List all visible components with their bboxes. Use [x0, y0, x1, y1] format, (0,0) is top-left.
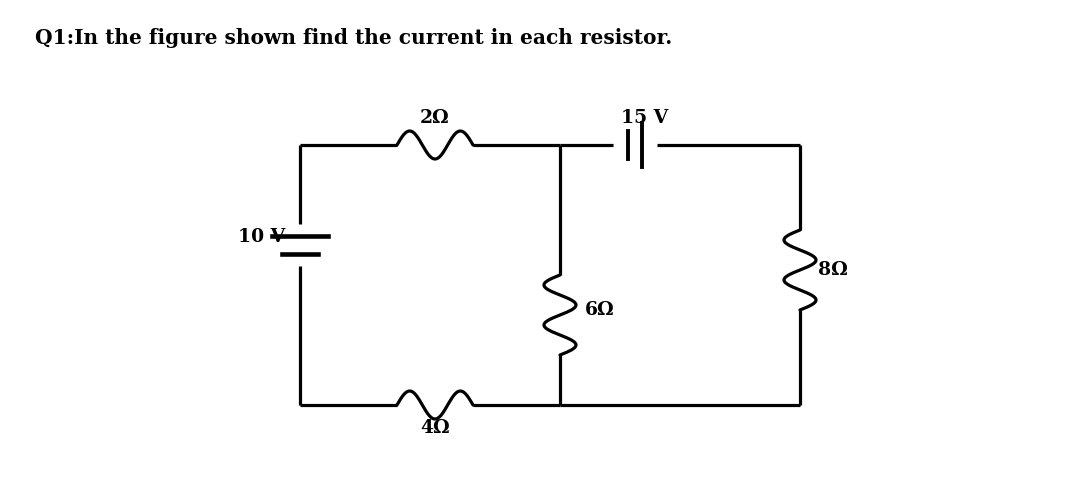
- Text: 6Ω: 6Ω: [585, 301, 615, 319]
- Text: 2Ω: 2Ω: [420, 109, 450, 127]
- Text: 15 V: 15 V: [621, 109, 669, 127]
- Text: 8Ω: 8Ω: [818, 261, 848, 279]
- Text: 10 V: 10 V: [238, 228, 285, 246]
- Text: 4Ω: 4Ω: [420, 419, 450, 437]
- Text: Q1:In the figure shown find the current in each resistor.: Q1:In the figure shown find the current …: [35, 28, 672, 48]
